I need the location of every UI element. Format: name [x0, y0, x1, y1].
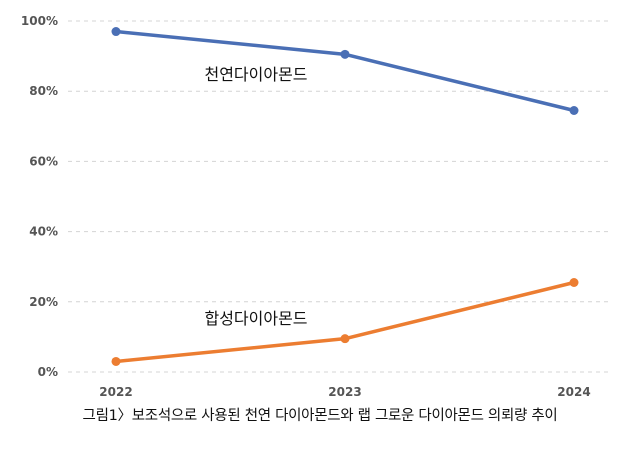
data-point [569, 106, 579, 116]
y-tick-label: 60% [29, 154, 58, 168]
data-point [569, 277, 579, 287]
data-point [111, 356, 121, 366]
series-group [111, 27, 579, 366]
y-tick-label: 80% [29, 84, 58, 98]
y-tick-label: 40% [29, 225, 58, 239]
y-tick-label: 20% [29, 295, 58, 309]
x-tick-label: 2023 [328, 385, 361, 399]
y-axis: 0% 20% 40% 60% 80% 100% [21, 14, 58, 379]
grid-lines [68, 20, 612, 373]
series-label-natural: 천연다이아몬드 [204, 65, 307, 84]
data-point [340, 49, 350, 59]
y-tick-label: 100% [21, 14, 58, 28]
data-point [340, 334, 350, 344]
series-label-synthetic: 합성다이아몬드 [204, 309, 307, 328]
y-tick-label: 0% [38, 365, 58, 379]
figure-caption: 그림1〉보조석으로 사용된 천연 다이아몬드와 랩 그로운 다이아몬드 의뢰량 … [82, 408, 558, 424]
x-tick-label: 2022 [99, 385, 132, 399]
series-line-natural [114, 29, 576, 113]
x-axis: 2022 2023 2024 [99, 385, 590, 399]
data-point [111, 27, 121, 37]
series-line-synthetic [114, 280, 576, 364]
x-tick-label: 2024 [557, 385, 590, 399]
